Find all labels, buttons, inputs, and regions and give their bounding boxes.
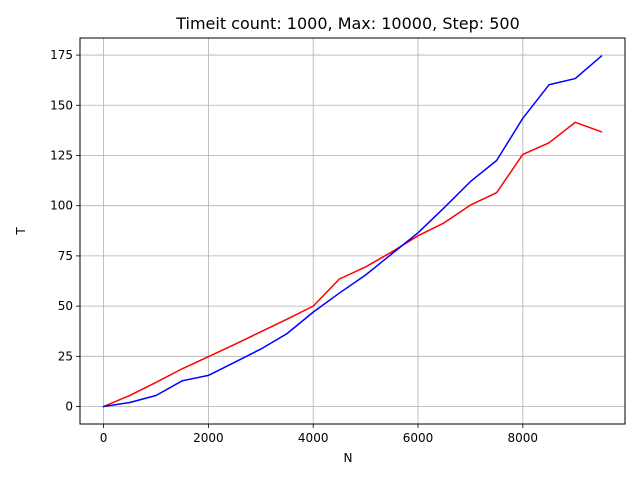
grid-layer — [80, 38, 625, 424]
chart-title: Timeit count: 1000, Max: 10000, Step: 50… — [175, 14, 520, 33]
x-axis-title: N — [344, 451, 353, 465]
y-tick-label: 25 — [58, 349, 73, 363]
y-tick-label: 150 — [50, 98, 73, 112]
y-tick-label: 0 — [65, 400, 73, 414]
series-line-2 — [102, 55, 603, 408]
y-tick-label: 50 — [58, 299, 73, 313]
series-layer — [102, 55, 603, 408]
tick-layer: 0 2000 4000 6000 8000 0 25 50 75 100 125 150 175 — [50, 48, 538, 445]
plot-frame — [79, 37, 626, 425]
series-line-1 — [102, 121, 603, 408]
x-tick-label: 6000 — [403, 431, 434, 445]
y-axis-title: T — [14, 227, 28, 236]
x-tick-label: 0 — [100, 431, 108, 445]
y-tick-label: 100 — [50, 199, 73, 213]
y-tick-label: 175 — [50, 48, 73, 62]
x-tick-label: 4000 — [298, 431, 329, 445]
x-tick-label: 8000 — [508, 431, 539, 445]
y-tick-label: 75 — [58, 249, 73, 263]
y-tick-label: 125 — [50, 148, 73, 162]
x-tick-label: 2000 — [193, 431, 224, 445]
